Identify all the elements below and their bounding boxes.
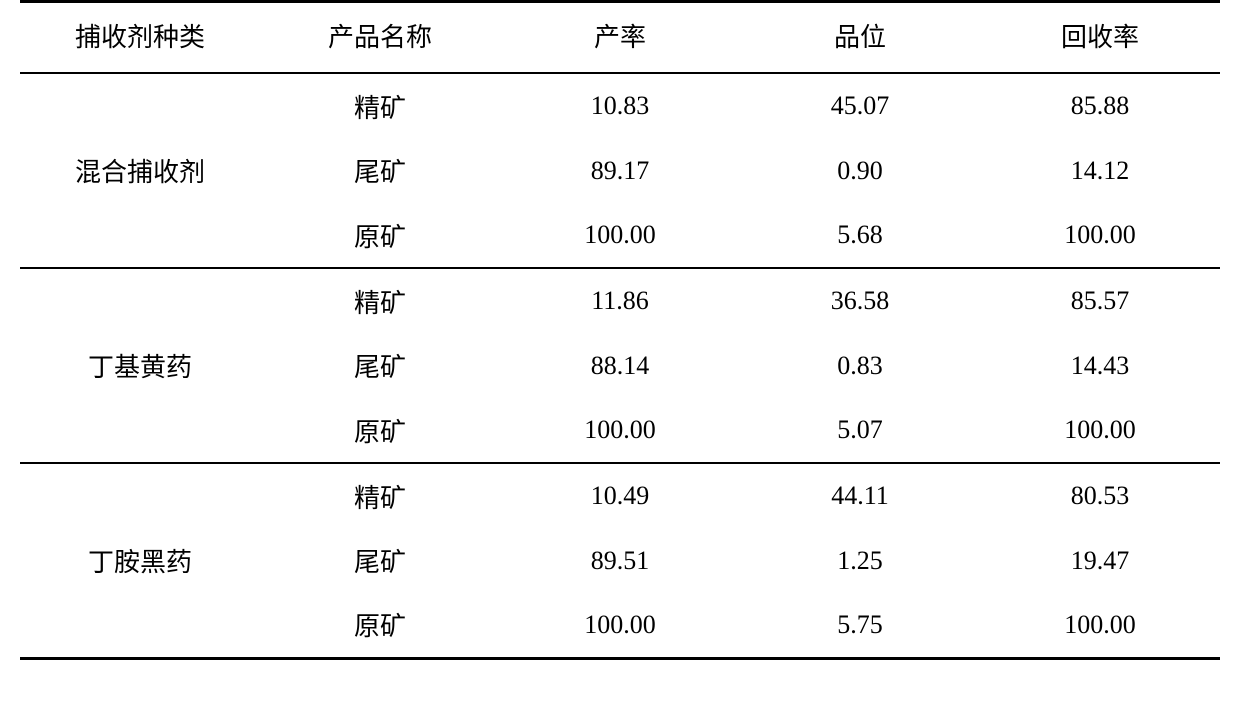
cell-product: 尾矿: [260, 138, 500, 203]
cell-recovery: 85.57: [980, 268, 1220, 333]
cell-product: 精矿: [260, 463, 500, 528]
cell-grade: 5.68: [740, 203, 980, 268]
table-row: 丁基黄药 精矿 11.86 36.58 85.57: [20, 268, 1220, 333]
cell-grade: 44.11: [740, 463, 980, 528]
cell-recovery: 19.47: [980, 528, 1220, 593]
cell-grade: 5.07: [740, 398, 980, 463]
cell-product: 精矿: [260, 268, 500, 333]
cell-grade: 0.83: [740, 333, 980, 398]
cell-product: 尾矿: [260, 333, 500, 398]
cell-recovery: 100.00: [980, 398, 1220, 463]
cell-grade: 0.90: [740, 138, 980, 203]
cell-recovery: 14.12: [980, 138, 1220, 203]
table-row: 丁胺黑药 精矿 10.49 44.11 80.53: [20, 463, 1220, 528]
cell-product: 原矿: [260, 203, 500, 268]
cell-recovery: 100.00: [980, 203, 1220, 268]
cell-collector: 丁胺黑药: [20, 463, 260, 658]
table-row: 混合捕收剂 精矿 10.83 45.07 85.88: [20, 73, 1220, 138]
data-table-container: 捕收剂种类 产品名称 产率 品位 回收率 混合捕收剂 精矿 10.83 45.0…: [0, 0, 1240, 660]
cell-grade: 45.07: [740, 73, 980, 138]
cell-product: 原矿: [260, 593, 500, 658]
cell-yield: 100.00: [500, 593, 740, 658]
cell-product: 精矿: [260, 73, 500, 138]
cell-yield: 100.00: [500, 398, 740, 463]
cell-yield: 89.51: [500, 528, 740, 593]
cell-yield: 89.17: [500, 138, 740, 203]
col-header-recovery: 回收率: [980, 2, 1220, 74]
cell-recovery: 14.43: [980, 333, 1220, 398]
cell-product: 原矿: [260, 398, 500, 463]
cell-yield: 10.83: [500, 73, 740, 138]
cell-yield: 11.86: [500, 268, 740, 333]
cell-grade: 1.25: [740, 528, 980, 593]
cell-grade: 5.75: [740, 593, 980, 658]
cell-yield: 100.00: [500, 203, 740, 268]
cell-product: 尾矿: [260, 528, 500, 593]
cell-recovery: 85.88: [980, 73, 1220, 138]
cell-collector: 丁基黄药: [20, 268, 260, 463]
cell-yield: 10.49: [500, 463, 740, 528]
table-header-row: 捕收剂种类 产品名称 产率 品位 回收率: [20, 2, 1220, 74]
cell-grade: 36.58: [740, 268, 980, 333]
cell-collector: 混合捕收剂: [20, 73, 260, 268]
col-header-yield: 产率: [500, 2, 740, 74]
cell-yield: 88.14: [500, 333, 740, 398]
col-header-collector: 捕收剂种类: [20, 2, 260, 74]
col-header-grade: 品位: [740, 2, 980, 74]
col-header-product: 产品名称: [260, 2, 500, 74]
cell-recovery: 100.00: [980, 593, 1220, 658]
cell-recovery: 80.53: [980, 463, 1220, 528]
data-table: 捕收剂种类 产品名称 产率 品位 回收率 混合捕收剂 精矿 10.83 45.0…: [20, 0, 1220, 660]
